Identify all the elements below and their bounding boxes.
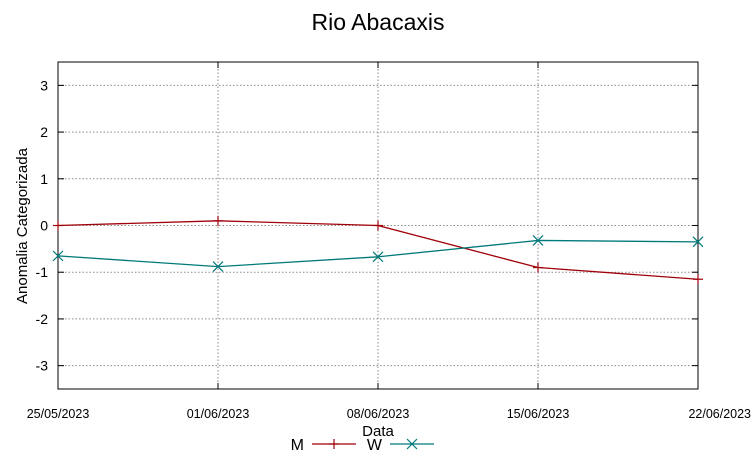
y-tick-label: -3 [36, 358, 49, 374]
legend-label-W: W [367, 437, 383, 454]
legend-marker-M [329, 439, 339, 449]
marker-stroke [406, 438, 418, 450]
legend-label-M: M [291, 437, 304, 454]
marker-stroke [532, 235, 544, 246]
data-point-M [213, 215, 223, 226]
x-tick-label: 25/05/2023 [27, 407, 90, 421]
series-group [52, 215, 704, 285]
data-point-M [693, 274, 703, 285]
x-tick-label: 15/06/2023 [507, 407, 570, 421]
x-tick-label: 22/06/2023 [688, 407, 751, 421]
data-point-W [532, 235, 544, 246]
marker-stroke [692, 236, 704, 248]
data-point-M [373, 220, 383, 231]
x-tick-label: 08/06/2023 [347, 407, 410, 421]
data-point-W [692, 236, 704, 248]
x-axis: 25/05/2023 01/06/2023 08/06/2023 15/06/2023… [27, 62, 751, 421]
data-point-W [372, 251, 384, 263]
legend-marker-W [406, 438, 418, 450]
marker-stroke [212, 261, 224, 273]
y-axis-label: Anomalia Categorizada [14, 147, 31, 304]
data-point-M [53, 220, 63, 231]
y-tick-label: 3 [40, 77, 48, 93]
y-tick-label: 1 [40, 171, 48, 187]
y-tick-label: -2 [36, 311, 49, 327]
data-point-M [533, 262, 543, 273]
data-point-W [212, 261, 224, 273]
y-tick-label: -1 [36, 264, 49, 280]
marker-stroke [372, 251, 384, 263]
y-axis: -3 -2 -1 0 1 2 3 [36, 77, 698, 374]
chart-title: Rio Abacaxis [312, 9, 445, 35]
y-tick-label: 0 [40, 218, 48, 234]
marker-stroke [52, 250, 64, 262]
x-tick-label: 01/06/2023 [187, 407, 250, 421]
y-tick-label: 2 [40, 124, 48, 140]
data-point-W [52, 250, 64, 262]
x-axis-label: Data [362, 423, 394, 440]
